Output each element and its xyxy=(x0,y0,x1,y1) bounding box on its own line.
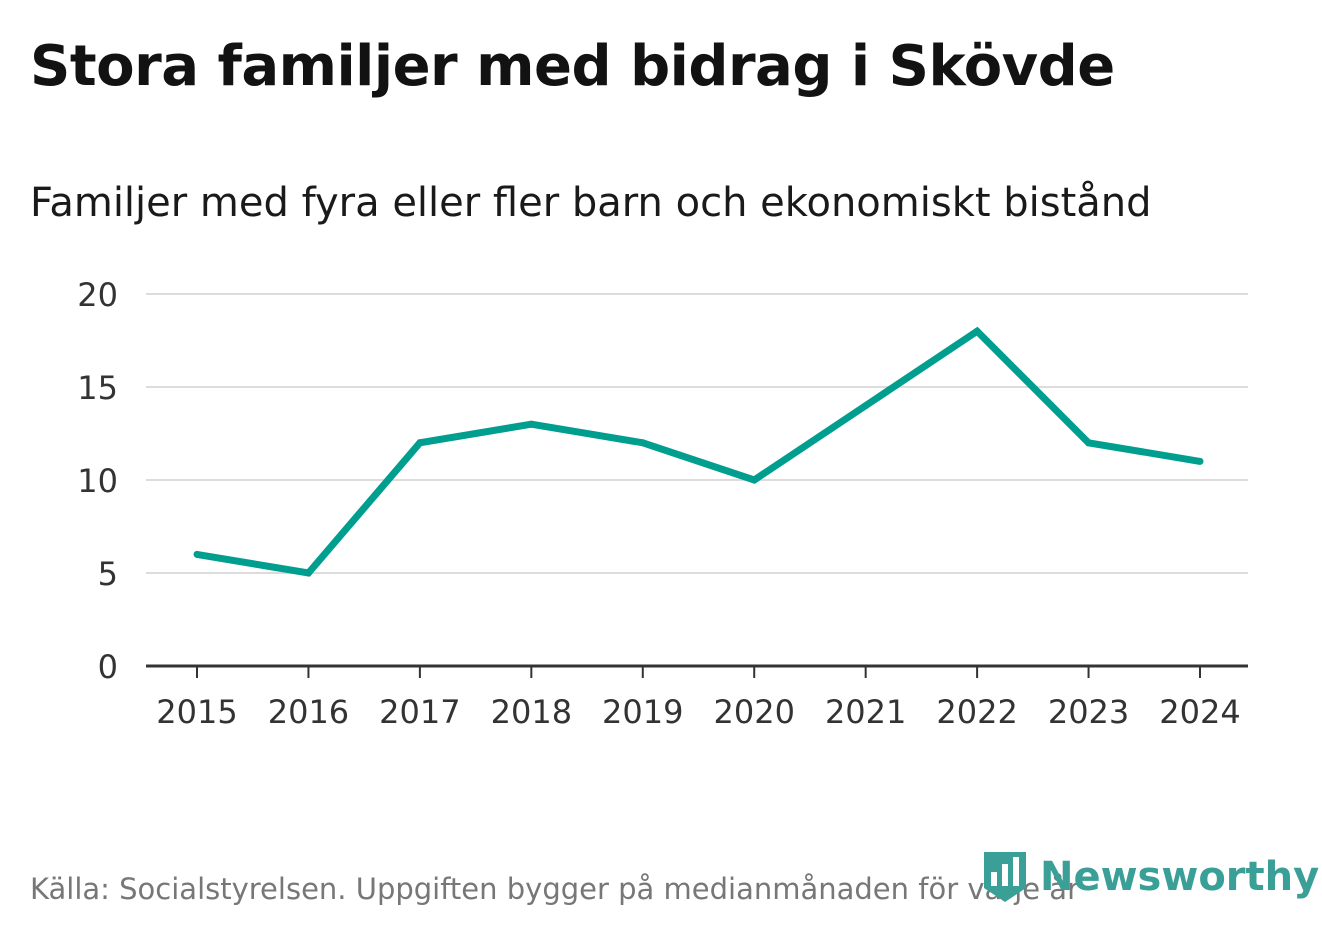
chart-subtitle: Familjer med fyra eller fler barn och ek… xyxy=(30,180,1152,226)
gridlines xyxy=(146,293,1248,574)
x-tick-label: 2023 xyxy=(1048,693,1129,731)
data-point xyxy=(973,327,981,335)
line-chart: 0 5 10 15 20 2015 2016 2017 2018 2019 2020 2021 202… xyxy=(77,276,1248,731)
series-line-0 xyxy=(196,326,1201,577)
y-tick-label: 20 xyxy=(77,276,118,314)
x-tick-label: 2019 xyxy=(602,693,683,731)
data-point xyxy=(416,439,424,447)
data-point xyxy=(193,550,201,558)
x-tick-label: 2024 xyxy=(1159,693,1240,731)
brand-name: Newsworthy xyxy=(1040,854,1320,900)
x-tick-label: 2022 xyxy=(936,693,1017,731)
x-tick-label: 2016 xyxy=(268,693,349,731)
y-tick-label: 15 xyxy=(77,369,118,407)
x-tick-label: 2021 xyxy=(825,693,906,731)
y-tick-label: 5 xyxy=(98,555,118,593)
x-axis-ticks: 2015 2016 2017 2018 2019 2020 2021 2022 2023 2024 xyxy=(156,666,1241,731)
chart-title: Stora familjer med bidrag i Skövde xyxy=(30,34,1115,99)
data-point xyxy=(1196,457,1204,465)
x-tick-label: 2020 xyxy=(714,693,795,731)
x-tick-label: 2017 xyxy=(379,693,460,731)
data-point xyxy=(862,402,870,410)
y-tick-label: 0 xyxy=(98,648,118,686)
data-point xyxy=(304,569,312,577)
x-tick-label: 2015 xyxy=(156,693,237,731)
newsworthy-brand: Newsworthy xyxy=(980,848,1319,906)
data-point xyxy=(1085,439,1093,447)
data-point xyxy=(527,420,535,428)
data-point xyxy=(639,439,647,447)
source-note: Källa: Socialstyrelsen. Uppgiften bygger… xyxy=(30,872,1079,906)
x-tick-label: 2018 xyxy=(491,693,572,731)
y-tick-label: 10 xyxy=(77,462,118,500)
y-axis-ticks: 0 5 10 15 20 xyxy=(77,276,118,686)
series-layer xyxy=(193,326,1204,577)
data-point xyxy=(750,476,758,484)
newsworthy-logo-icon xyxy=(984,852,1026,902)
